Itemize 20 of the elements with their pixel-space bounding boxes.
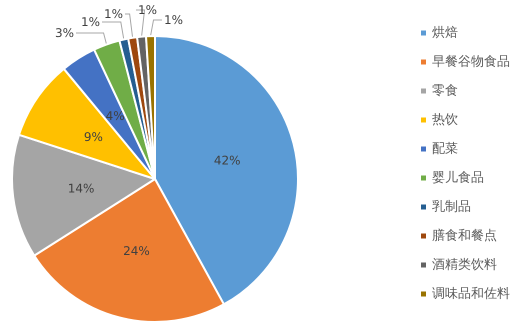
data-label: 1% bbox=[80, 15, 100, 29]
data-label: 4% bbox=[106, 109, 125, 124]
legend-label: 配菜 bbox=[432, 142, 458, 156]
data-label: 1% bbox=[164, 13, 183, 27]
legend-label: 膳食和餐点 bbox=[432, 228, 497, 244]
legend-label: 酒精类饮料 bbox=[432, 258, 497, 272]
data-label: 3% bbox=[54, 26, 74, 40]
legend-label: 零食 bbox=[432, 84, 458, 98]
legend-label: 烘焙 bbox=[432, 26, 458, 40]
legend-label: 婴儿食品 bbox=[432, 170, 484, 186]
data-label: 14% bbox=[68, 181, 94, 196]
legend-label: 早餐谷物食品 bbox=[432, 54, 510, 70]
legend-label: 调味品和佐料 bbox=[432, 286, 510, 302]
data-label: 9% bbox=[84, 130, 103, 144]
data-label: 24% bbox=[123, 244, 150, 258]
legend-label: 乳制品 bbox=[432, 200, 471, 214]
data-label: 1% bbox=[104, 7, 123, 21]
data-label: 42% bbox=[214, 153, 240, 168]
data-label: 1% bbox=[138, 3, 157, 17]
legend-label: 热饮 bbox=[432, 112, 458, 128]
